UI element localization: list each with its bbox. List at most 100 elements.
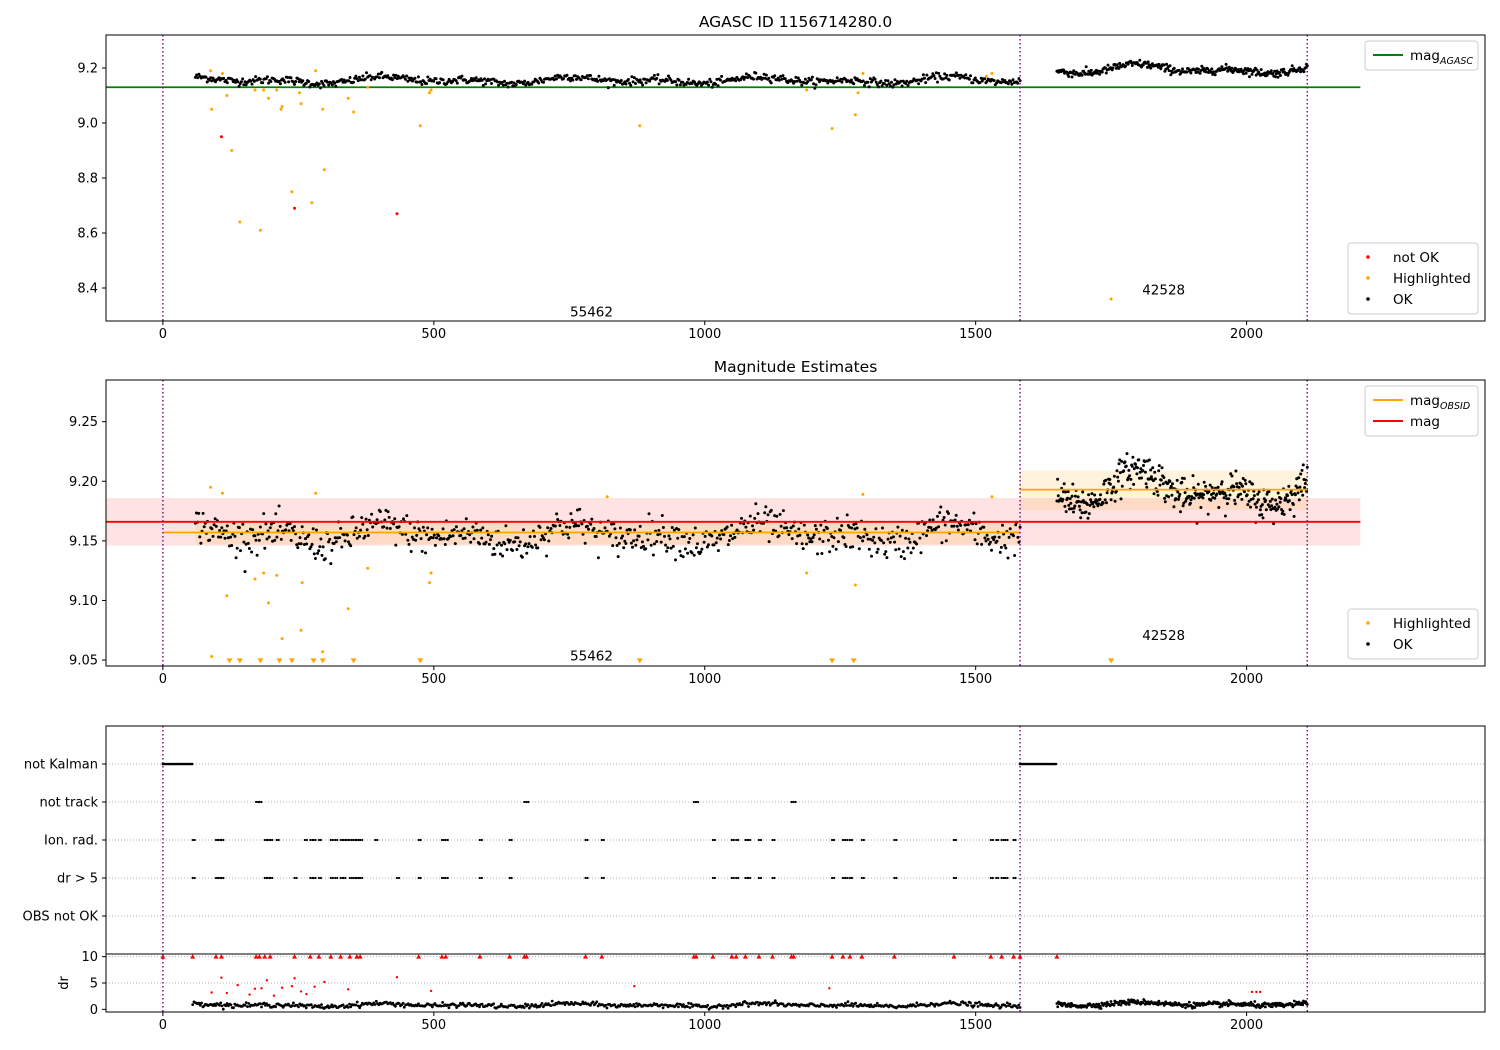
data-point-ok: [432, 533, 436, 537]
data-point-ok: [286, 522, 290, 526]
flag-marker: [312, 876, 315, 880]
data-point-dr-outliers: [248, 993, 251, 996]
data-point-ok: [776, 76, 780, 80]
flag-marker: [309, 838, 312, 842]
data-point-dr: [297, 1005, 300, 1009]
data-point-ok: [641, 83, 645, 87]
data-point-ok: [624, 82, 628, 86]
data-point-ok: [877, 85, 880, 89]
flag-marker: [1004, 838, 1007, 842]
data-point-dr: [358, 1006, 362, 1010]
data-point-ok: [953, 74, 957, 78]
data-point-ok: [567, 76, 571, 80]
data-point-ok: [594, 535, 598, 538]
data-point-ok: [674, 558, 677, 562]
data-point-ok: [885, 556, 889, 560]
data-point-ok: [371, 525, 375, 529]
data-point-ok: [1286, 73, 1290, 77]
data-point-dr-clipped: [190, 954, 196, 959]
data-point-ok: [1179, 510, 1182, 514]
flag-marker: [832, 838, 836, 842]
data-point-ok: [605, 78, 609, 82]
data-point-highlighted: [853, 113, 857, 117]
data-point-ok: [835, 76, 839, 80]
data-point-ok: [827, 538, 830, 542]
data-point-ok: [720, 74, 724, 78]
data-point-ok: [852, 82, 856, 86]
data-point-ok: [1233, 502, 1237, 506]
data-point-ok: [1170, 493, 1174, 497]
data-point-ok: [1264, 499, 1268, 502]
flag-marker: [269, 876, 272, 880]
data-point-ok: [1265, 73, 1269, 77]
flag-marker: [713, 838, 716, 842]
data-point-ok: [565, 73, 569, 77]
data-point-ok: [405, 514, 409, 518]
data-point-ok: [1269, 69, 1273, 73]
data-point-dr: [354, 1003, 358, 1007]
data-point-ok: [1276, 75, 1280, 79]
data-point-ok: [587, 527, 590, 531]
data-point-ok: [956, 528, 960, 532]
data-point-ok: [522, 528, 525, 532]
data-point-ok: [665, 549, 669, 553]
data-point-ok: [313, 557, 317, 560]
data-point-ok: [812, 533, 816, 537]
legend-swatch-dot: [1366, 621, 1370, 625]
data-point-ok: [1124, 464, 1128, 468]
data-point-ok: [839, 77, 843, 81]
data-point-ok: [790, 79, 794, 83]
data-point-ok: [1169, 484, 1173, 488]
data-point-dr: [290, 1004, 294, 1008]
data-point-ok: [1274, 75, 1277, 79]
obsid-annotation: 55462: [570, 648, 613, 664]
data-point-ok: [450, 529, 454, 533]
data-point-ok: [1261, 516, 1265, 520]
data-point-ok: [501, 554, 505, 558]
flag-marker: [832, 876, 836, 880]
data-point-dr: [549, 1004, 553, 1007]
data-point-ok: [1242, 72, 1246, 76]
data-point-ok: [1290, 493, 1294, 497]
flag-marker: [305, 838, 308, 842]
flag-marker: [989, 876, 992, 880]
data-point-ok: [798, 533, 802, 537]
data-point-dr: [415, 1004, 419, 1008]
data-point-highlighted: [366, 85, 370, 89]
data-point-ok: [686, 551, 690, 555]
x-tick-label: 2000: [1230, 327, 1263, 342]
data-point-ok: [1270, 497, 1274, 501]
data-point-ok: [208, 538, 212, 542]
data-point-ok: [866, 537, 870, 541]
data-point-ok: [680, 535, 684, 539]
data-point-ok: [830, 535, 834, 538]
data-point-ok: [1301, 463, 1305, 467]
data-point-ok: [683, 547, 687, 551]
data-point-highlighted: [210, 654, 214, 658]
data-point-ok: [225, 524, 229, 528]
data-point-ok: [484, 82, 488, 86]
data-point-dr: [1109, 1000, 1113, 1003]
data-point-ok: [685, 80, 689, 84]
data-point-highlighted: [427, 581, 431, 585]
data-point-dr: [604, 1003, 608, 1007]
data-point-ok: [410, 535, 414, 539]
flag-marker: [862, 876, 865, 880]
flag-marker: [792, 800, 795, 804]
data-point-ok: [1000, 78, 1004, 81]
data-point-ok: [534, 543, 538, 547]
data-point-ok: [790, 537, 794, 541]
data-point-dr: [1218, 1005, 1222, 1009]
data-point-ok: [1248, 75, 1251, 79]
data-point-ok: [290, 526, 294, 530]
data-point-ok: [1182, 501, 1186, 505]
data-point-ok: [1073, 504, 1077, 508]
data-point-ok: [1249, 505, 1252, 509]
data-point-ok: [1013, 554, 1017, 557]
data-point-ok: [500, 80, 504, 84]
data-point-ok: [425, 533, 429, 537]
data-point-ok: [1180, 480, 1184, 484]
data-point-highlighted: [230, 149, 234, 152]
flag-marker: [397, 876, 401, 880]
data-point-ok: [1153, 470, 1157, 474]
